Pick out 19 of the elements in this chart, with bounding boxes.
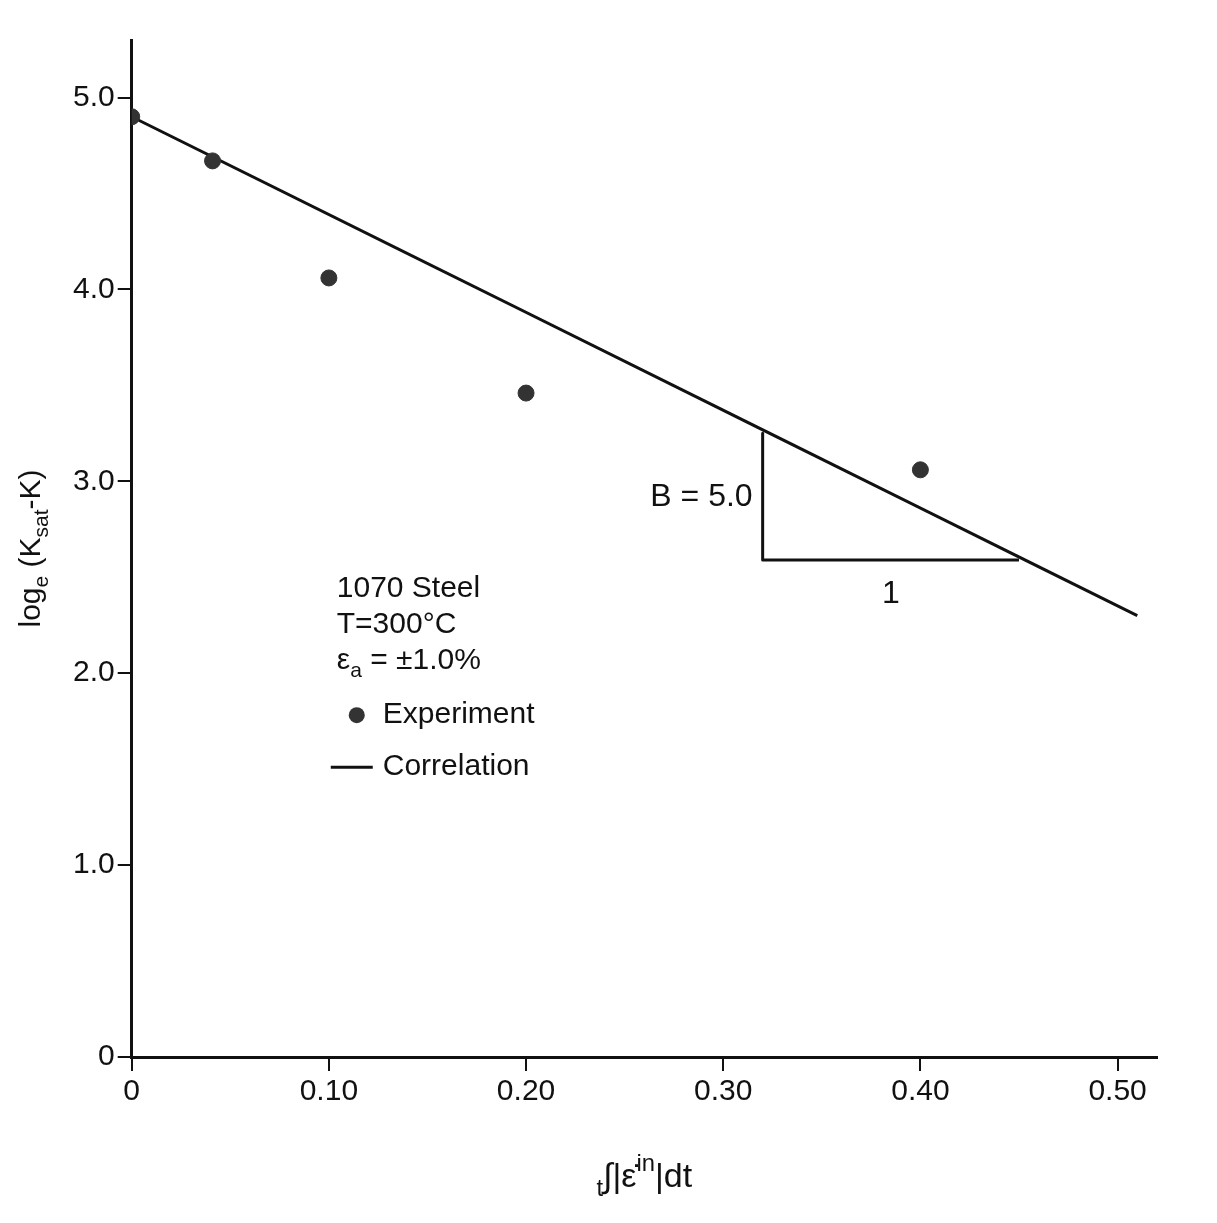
annotation: B = 5.0	[650, 476, 753, 513]
legend-label: Correlation	[382, 748, 530, 782]
x-tick-label: 0.40	[891, 1073, 950, 1107]
y-tick-label: 5.0	[72, 78, 115, 112]
legend-label: Experiment	[382, 696, 536, 730]
y-tick-label: 2.0	[72, 654, 115, 688]
x-tick-label: 0.50	[1088, 1073, 1147, 1107]
y-tick-label: 3.0	[72, 462, 115, 496]
y-tick-label: 0	[98, 1038, 115, 1072]
x-tick-label: 0.10	[299, 1073, 359, 1107]
x-tick-label: 0	[123, 1073, 141, 1107]
x-tick-label: 0.30	[694, 1073, 753, 1107]
annotation: 1070 Steel	[336, 570, 481, 604]
y-axis-title: loge (Ksat-K)	[13, 469, 53, 628]
annotation: 1	[881, 573, 900, 610]
x-tick-label: 0.20	[496, 1073, 556, 1107]
annotation: T=300°C	[336, 606, 457, 640]
y-tick-label: 1.0	[72, 846, 115, 880]
y-tick-label: 4.0	[72, 270, 115, 304]
